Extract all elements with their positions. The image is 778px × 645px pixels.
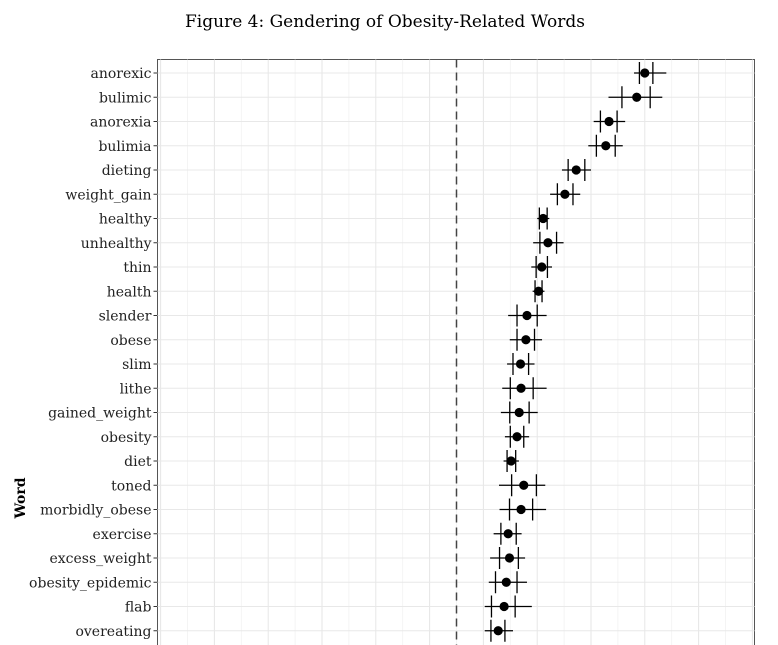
data-row-slim: [507, 353, 535, 375]
y-tick-label: flab: [125, 600, 152, 616]
data-row-overeating: [484, 619, 513, 642]
data-row-dieting: [561, 159, 591, 181]
data-row-anorexic: [634, 62, 667, 84]
data-row-anorexia: [593, 110, 626, 133]
y-tick-label: obese: [110, 333, 151, 349]
y-tick-label: lithe: [120, 381, 152, 397]
data-row-morbidly_obese: [499, 498, 547, 521]
data-row-unhealthy: [533, 231, 564, 254]
point-estimate: [543, 238, 553, 248]
data-row-weight_gain: [550, 183, 581, 206]
data-row-thin: [531, 256, 552, 278]
point-estimate: [521, 335, 531, 345]
point-estimate: [604, 116, 614, 127]
data-row-obesity_epidemic: [488, 571, 527, 594]
data-row-exercise: [493, 522, 522, 545]
point-estimate: [514, 407, 524, 418]
data-row-bulimia: [588, 134, 623, 157]
y-tick-label: thin: [123, 260, 151, 276]
data-row-healthy: [537, 207, 550, 230]
data-row-toned: [499, 474, 546, 497]
point-estimate: [560, 189, 570, 199]
point-estimate: [538, 213, 548, 224]
point-estimate: [533, 286, 544, 296]
y-tick-label: dieting: [102, 163, 152, 179]
data-row-health: [532, 280, 545, 303]
data-row-lithe: [502, 377, 547, 400]
data-row-gained_weight: [500, 401, 538, 424]
point-estimate: [493, 626, 503, 636]
y-tick-label: weight_gain: [65, 187, 151, 203]
point-estimate: [516, 383, 526, 393]
y-tick-label: bulimic: [99, 90, 152, 106]
point-estimate: [571, 165, 581, 175]
point-estimate: [506, 456, 516, 466]
y-tick-label: obesity: [101, 430, 152, 446]
point-estimate: [519, 480, 529, 490]
point-estimate: [515, 359, 526, 369]
point-estimate: [504, 553, 515, 563]
y-tick-label: bulimia: [98, 139, 151, 155]
data-row-diet: [503, 450, 519, 472]
point-estimate: [516, 504, 526, 515]
data-row-bulimic: [608, 86, 663, 109]
y-tick-label: anorexia: [90, 115, 152, 131]
point-estimate: [503, 529, 513, 539]
data-row-obesity: [504, 425, 530, 448]
point-estimate: [522, 310, 532, 321]
point-estimate: [601, 141, 611, 151]
y-tick-label: unhealthy: [81, 236, 152, 252]
point-estimate: [640, 68, 650, 78]
data-row-excess_weight: [490, 547, 526, 569]
y-tick-label: slender: [99, 309, 152, 325]
y-tick-label: overeating: [75, 624, 151, 640]
data-row-slender: [508, 304, 547, 327]
y-tick-label: morbidly_obese: [40, 503, 151, 519]
y-tick-label: toned: [111, 478, 151, 494]
chart-title: Figure 4: Gendering of Obesity-Related W…: [185, 12, 585, 32]
y-tick-label: anorexic: [91, 66, 152, 82]
y-tick-label: slim: [122, 357, 151, 373]
y-axis: anorexic bulimic anorexia bulimia dieting wei…: [29, 66, 158, 640]
y-axis-label: Word: [13, 477, 29, 519]
point-estimate: [632, 92, 642, 102]
data-marks: [484, 62, 667, 642]
data-row-flab: [484, 595, 532, 618]
y-tick-label: gained_weight: [48, 406, 152, 422]
data-row-obese: [509, 328, 543, 351]
grid: [157, 59, 755, 645]
point-estimate: [512, 432, 522, 442]
y-tick-label: healthy: [99, 212, 152, 228]
y-tick-label: diet: [124, 454, 152, 470]
y-tick-label: obesity_epidemic: [29, 575, 152, 591]
point-estimate: [499, 601, 509, 612]
y-tick-label: excess_weight: [49, 551, 151, 567]
point-estimate: [501, 577, 511, 587]
y-tick-label: exercise: [93, 527, 152, 543]
point-estimate: [537, 262, 547, 272]
y-tick-label: health: [107, 284, 152, 300]
